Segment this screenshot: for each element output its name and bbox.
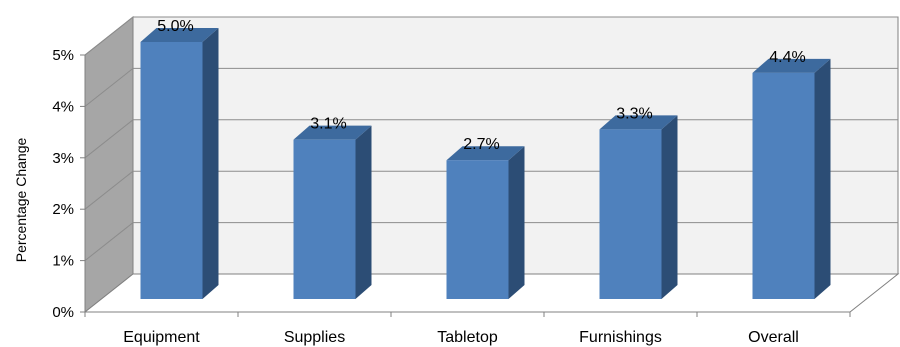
bar-furnishings <box>599 129 662 299</box>
y-tick-label: 3% <box>52 150 74 167</box>
gridline-side-5 <box>84 16 134 56</box>
y-tick-label: 0% <box>52 304 74 321</box>
category-label: Tabletop <box>437 329 498 346</box>
data-label: 5.0% <box>157 18 193 35</box>
bar-top-tabletop <box>446 146 525 161</box>
gridline-side-3 <box>84 119 134 159</box>
bar-side-tabletop <box>508 146 525 299</box>
y-tick-label: 4% <box>52 98 74 115</box>
bar-top-supplies <box>293 125 372 140</box>
bar-tabletop <box>446 160 509 299</box>
category-label: Overall <box>748 329 799 346</box>
bar-side-overall <box>814 58 831 300</box>
gridline-side-1 <box>84 222 134 261</box>
bar-side-equipment <box>202 28 219 299</box>
gridline-side-2 <box>84 170 134 210</box>
bar-top-overall <box>752 58 831 73</box>
side-wall <box>84 15 134 314</box>
y-tick-label: 1% <box>52 253 74 270</box>
bar-equipment <box>140 42 203 299</box>
bar-side-supplies <box>355 125 372 299</box>
data-label: 3.1% <box>310 116 346 133</box>
category-label: Furnishings <box>579 329 662 346</box>
bar-top-furnishings <box>599 115 678 130</box>
bar-supplies <box>293 139 356 299</box>
data-label: 2.7% <box>463 136 499 153</box>
category-label: Supplies <box>284 329 345 346</box>
data-label: 4.4% <box>769 49 805 66</box>
gridline-side-4 <box>84 68 134 107</box>
bar-overall <box>752 72 815 299</box>
y-tick-label: 5% <box>52 47 74 64</box>
data-label: 3.3% <box>616 105 652 122</box>
bar-side-furnishings <box>661 115 678 299</box>
y-tick-label: 2% <box>52 201 74 218</box>
category-label: Equipment <box>123 329 200 346</box>
bar-top-equipment <box>140 28 219 42</box>
y-axis-title: Percentage Change <box>13 138 29 263</box>
